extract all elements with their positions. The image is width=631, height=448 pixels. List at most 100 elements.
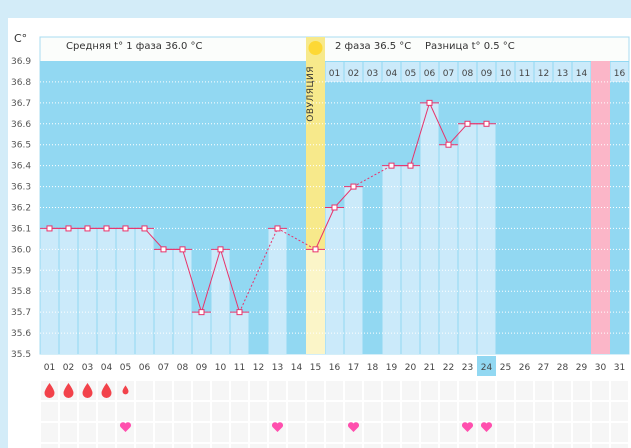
- symptom-cell: [516, 381, 533, 400]
- symptom-cell: [269, 444, 286, 448]
- symptom-cell: [383, 381, 400, 400]
- symptom-cell: [497, 402, 514, 421]
- phase1-average: Средняя t° 1 фаза 36.0 °C: [66, 41, 203, 52]
- phase2-day-cell: [572, 62, 591, 82]
- symptom-cell: [250, 402, 267, 421]
- blood-drop-icon: [82, 383, 93, 398]
- symptom-cell: [117, 444, 134, 448]
- phase2-day-cell: [420, 62, 439, 82]
- series-line: [220, 249, 240, 313]
- phase2-day-cell: [382, 62, 401, 82]
- phase2-day-cell: [553, 62, 572, 82]
- y-tick-label: 35.8: [11, 287, 31, 297]
- temperature-bar: [230, 312, 249, 354]
- symptom-cell: [155, 402, 172, 421]
- y-tick-label: 36.2: [11, 204, 31, 214]
- series-line: [182, 249, 202, 313]
- day-label: 01: [44, 363, 55, 373]
- symptom-cell: [155, 423, 172, 442]
- symptom-cell: [136, 402, 153, 421]
- y-tick-label: 36.6: [11, 120, 31, 130]
- y-tick-label: 35.5: [11, 350, 31, 360]
- sun-icon: [308, 41, 323, 55]
- symptom-cell: [288, 423, 305, 442]
- symptom-cell: [459, 444, 476, 448]
- symptom-cell: [554, 381, 571, 400]
- day-label: 08: [177, 363, 189, 373]
- symptom-cell: [136, 444, 153, 448]
- y-tick-label: 35.9: [11, 266, 31, 276]
- symptom-cell: [98, 444, 115, 448]
- symptom-cell: [231, 381, 248, 400]
- series-line: [353, 165, 392, 188]
- day-label: 21: [424, 363, 435, 373]
- symptom-cell: [421, 444, 438, 448]
- symptom-cell: [573, 381, 590, 400]
- heart-icon: [271, 422, 284, 432]
- phase2-day-label: 13: [557, 69, 568, 79]
- symptom-cell: [60, 444, 77, 448]
- symptom-cell: [535, 423, 552, 442]
- temperature-bar: [401, 165, 420, 354]
- phase2-day-cell: [610, 62, 629, 82]
- symptom-cell: [421, 423, 438, 442]
- phase2-day-label: 10: [500, 69, 512, 79]
- day-label: 12: [253, 363, 264, 373]
- symptom-cell: [269, 402, 286, 421]
- symptom-cell: [592, 402, 609, 421]
- y-tick-label: 36.5: [11, 141, 31, 151]
- symptom-cell: [193, 381, 210, 400]
- series-line: [315, 207, 335, 250]
- symptom-cell: [383, 444, 400, 448]
- symptom-cell: [440, 381, 457, 400]
- day-label: 02: [63, 363, 74, 373]
- symptom-cell: [459, 381, 476, 400]
- symptom-cell: [250, 381, 267, 400]
- phase2-day-label: 07: [443, 69, 454, 79]
- temperature-bar: [173, 249, 192, 354]
- symptom-cell: [288, 444, 305, 448]
- data-point: [103, 225, 110, 232]
- symptom-cell: [174, 381, 191, 400]
- symptom-cell: [364, 423, 381, 442]
- data-point: [445, 141, 452, 148]
- day-label: 06: [139, 363, 151, 373]
- day-label: 05: [120, 363, 131, 373]
- heart-icon: [347, 422, 360, 432]
- symptom-cell: [174, 444, 191, 448]
- symptom-cell: [174, 423, 191, 442]
- symptom-cell: [41, 402, 58, 421]
- symptom-cell: [402, 402, 419, 421]
- day-label: 31: [614, 363, 625, 373]
- symptom-cell: [611, 381, 628, 400]
- phase2-average: 2 фаза 36.5 °C: [335, 41, 412, 52]
- symptom-cell: [383, 402, 400, 421]
- symptom-cell: [231, 444, 248, 448]
- symptom-cell: [592, 444, 609, 448]
- symptom-cell: [98, 402, 115, 421]
- symptom-cell: [592, 423, 609, 442]
- day-label: 09: [196, 363, 208, 373]
- data-point: [198, 309, 205, 316]
- blood-drop-icon: [44, 383, 55, 398]
- y-tick-label: 36.1: [11, 224, 31, 234]
- y-tick-label: 36.0: [11, 245, 31, 255]
- symptom-cell: [440, 402, 457, 421]
- data-point: [274, 225, 281, 232]
- symptom-cell: [212, 423, 229, 442]
- phase2-day-cell: [477, 62, 496, 82]
- phase2-day-label: 16: [614, 69, 626, 79]
- symptom-cell: [60, 402, 77, 421]
- y-tick-label: 36.7: [11, 99, 31, 109]
- day-label: 26: [519, 363, 531, 373]
- symptom-cell: [364, 402, 381, 421]
- symptom-cell: [516, 402, 533, 421]
- phase2-day-cell: [344, 62, 363, 82]
- day-label: 25: [500, 363, 511, 373]
- symptom-cell: [478, 444, 495, 448]
- phase2-day-label: 05: [405, 69, 416, 79]
- symptom-cell: [516, 444, 533, 448]
- phase2-day-label: 11: [519, 69, 530, 79]
- symptom-cell: [307, 444, 324, 448]
- day-label: 07: [158, 363, 169, 373]
